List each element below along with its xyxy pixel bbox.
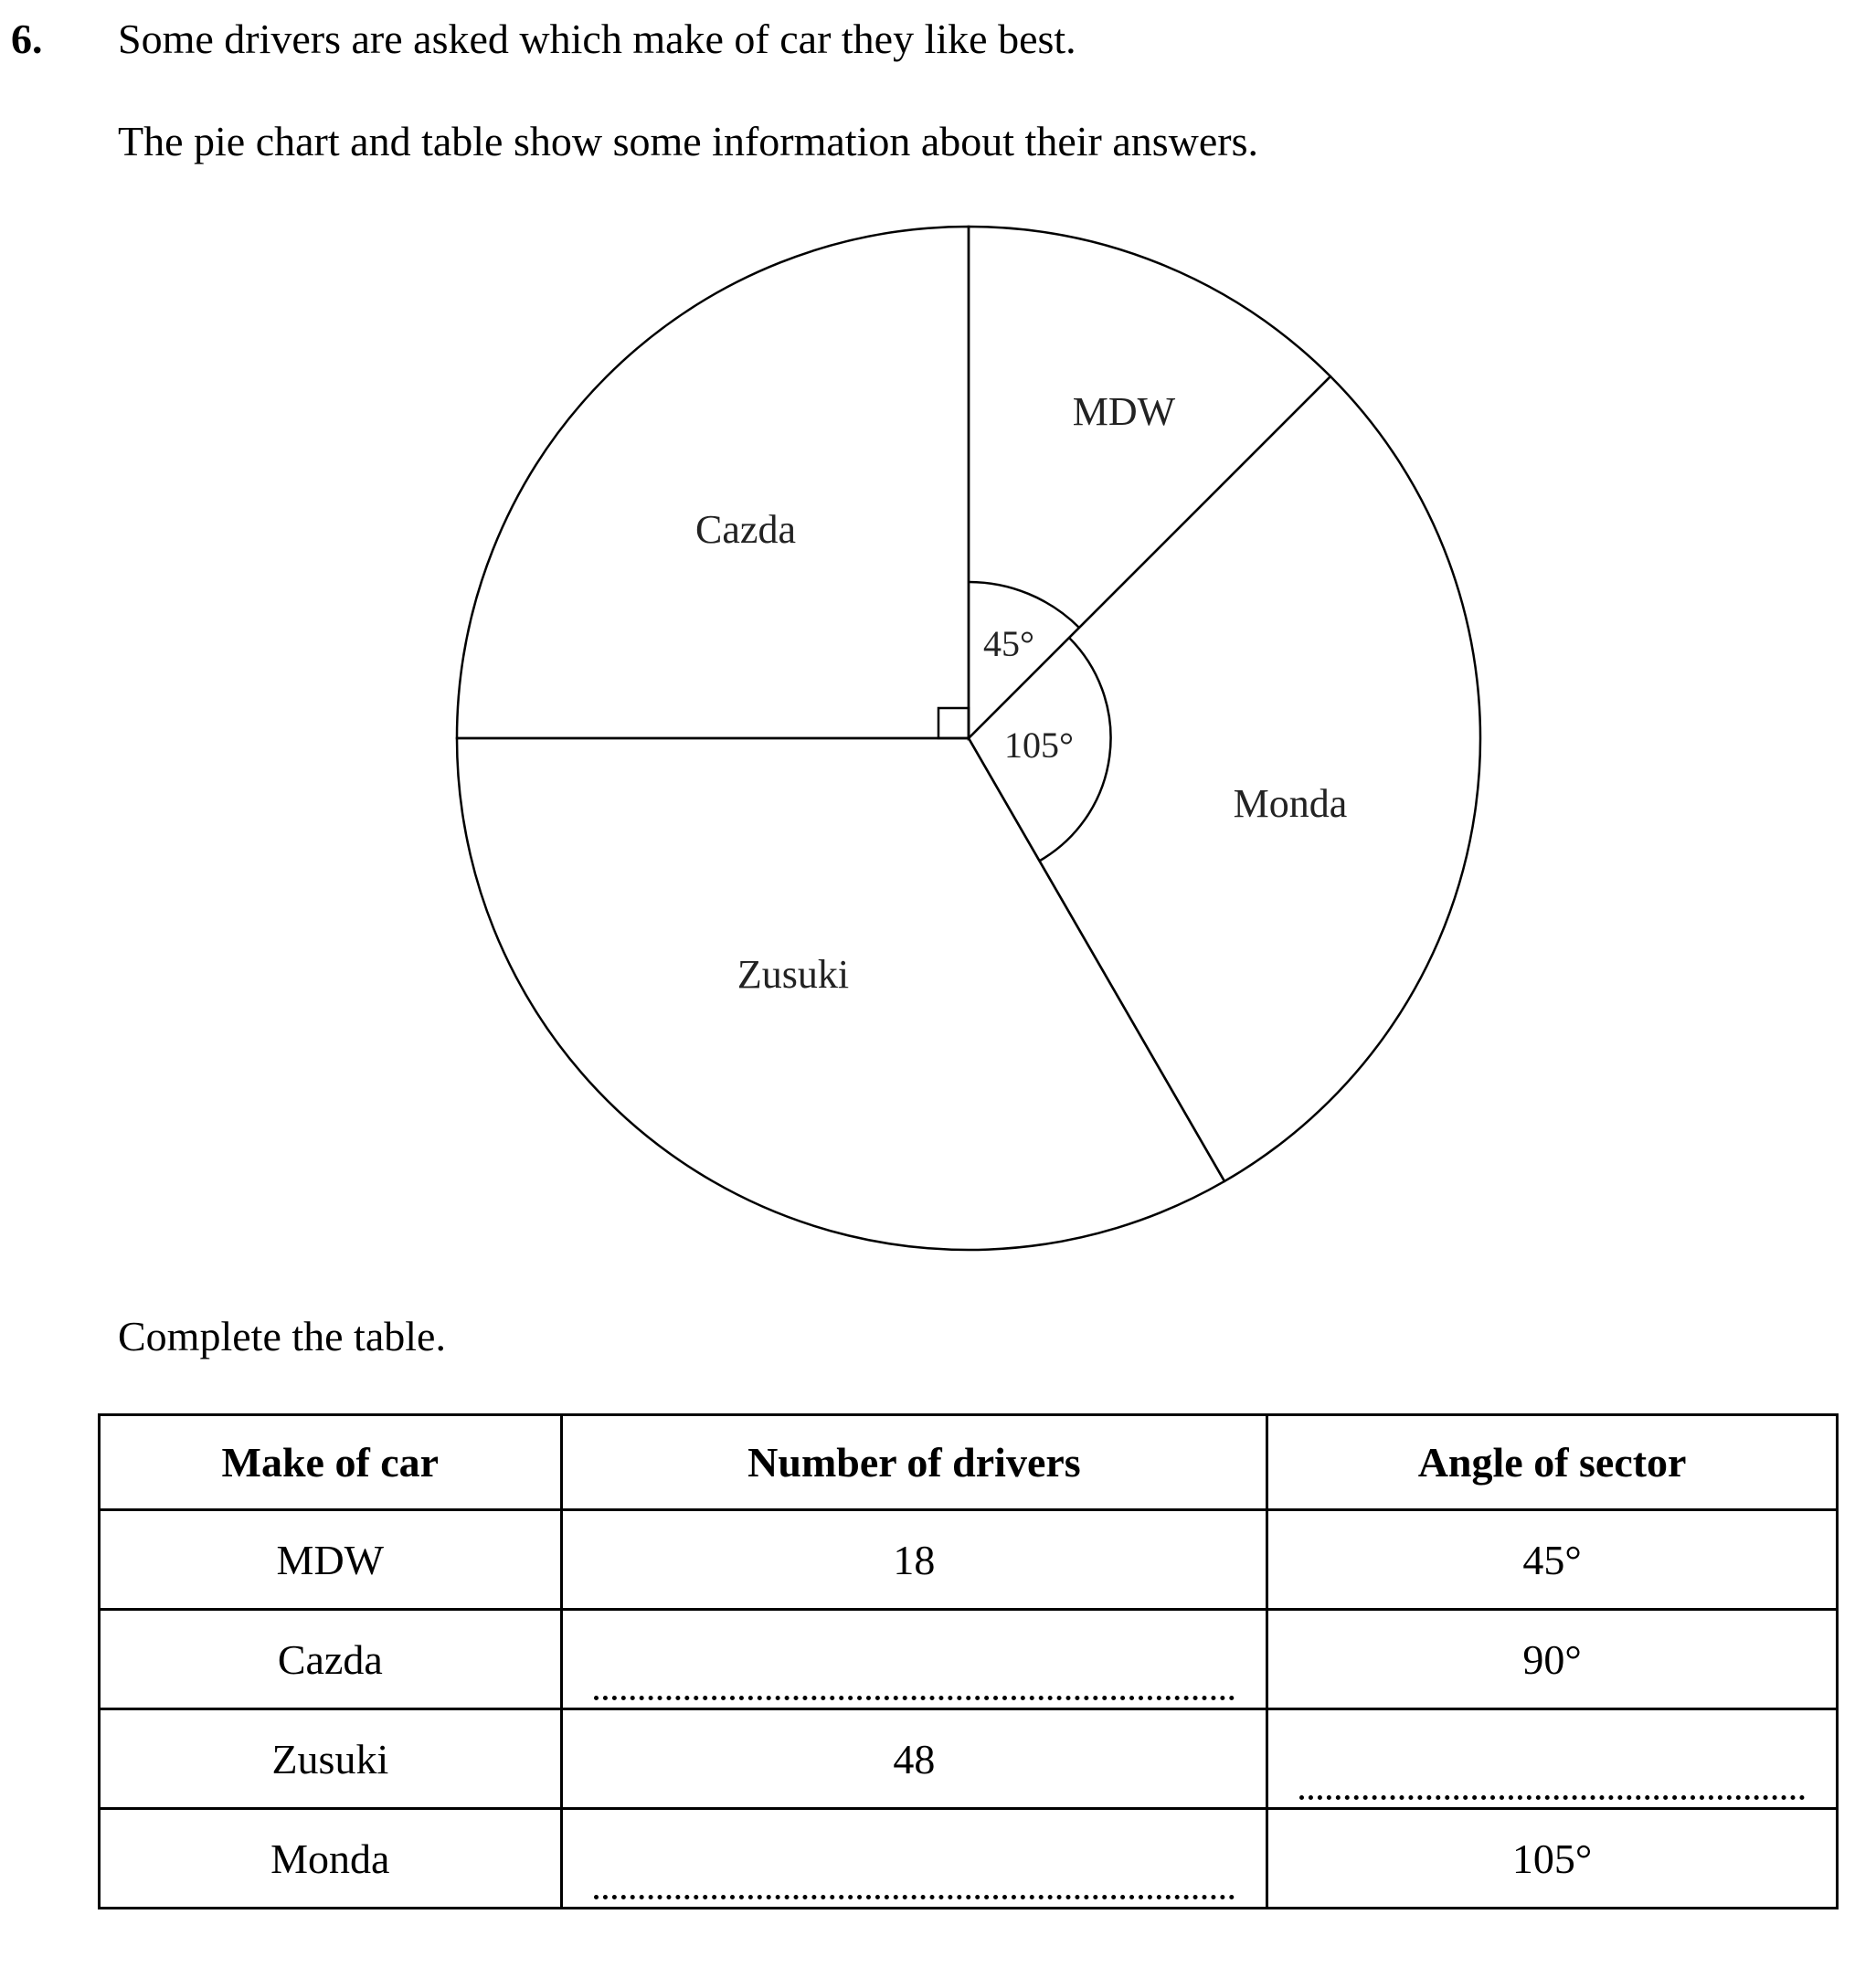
right-angle-marker: [937, 706, 970, 740]
cell-make: MDW: [98, 1508, 563, 1611]
pie-slice-zusuki: [455, 736, 1226, 1252]
cell-angle: 105°: [1266, 1807, 1839, 1909]
angle-label-monda: 105°: [1004, 725, 1074, 766]
table-row: MDW 18 45°: [98, 1508, 1839, 1611]
answer-dotted-line: [593, 1696, 1235, 1700]
slice-label-mdw: MDW: [1073, 389, 1176, 434]
answer-field-zusuki-angle[interactable]: [1266, 1708, 1839, 1810]
cell-angle: 90°: [1266, 1608, 1839, 1710]
table-row: Monda 105°: [98, 1807, 1839, 1909]
pie-slice-monda: [967, 375, 1482, 1183]
angle-label-mdw: 45°: [983, 623, 1034, 664]
instruction: Complete the table.: [118, 1313, 446, 1359]
cell-drivers: 48: [559, 1708, 1269, 1810]
table-header-row: Make of car Number of drivers Angle of s…: [98, 1413, 1839, 1511]
answer-field-monda-drivers[interactable]: [559, 1807, 1269, 1909]
angle-arc-mdw: [968, 580, 1080, 629]
cell-drivers: 18: [559, 1508, 1269, 1611]
data-table: Make of car Number of drivers Angle of s…: [98, 1413, 1839, 1909]
answer-field-cazda-drivers[interactable]: [559, 1608, 1269, 1710]
cell-make: Zusuki: [98, 1708, 563, 1810]
question-number: 6.: [11, 16, 43, 62]
slice-label-cazda: Cazda: [695, 507, 796, 552]
header-angle: Angle of sector: [1266, 1413, 1839, 1511]
question-description: The pie chart and table show some inform…: [118, 118, 1259, 164]
cell-angle: 45°: [1266, 1508, 1839, 1611]
slice-label-monda: Monda: [1234, 781, 1348, 826]
answer-dotted-line: [593, 1895, 1235, 1899]
pie-slice-mdw: [967, 225, 1332, 742]
header-drivers: Number of drivers: [559, 1413, 1269, 1511]
angle-arc-monda: [1039, 637, 1112, 862]
header-make: Make of car: [98, 1413, 563, 1511]
slice-label-zusuki: Zusuki: [737, 952, 849, 997]
table-row: Cazda 90°: [98, 1608, 1839, 1710]
cell-make: Cazda: [98, 1608, 563, 1710]
answer-dotted-line: [1299, 1795, 1805, 1800]
question-intro: Some drivers are asked which make of car…: [118, 16, 1076, 62]
pie-chart: MDW Monda Zusuki Cazda 45° 105°: [455, 225, 1482, 1252]
pie-slice-cazda: [455, 225, 970, 740]
table-row: Zusuki 48: [98, 1708, 1839, 1810]
cell-make: Monda: [98, 1807, 563, 1909]
